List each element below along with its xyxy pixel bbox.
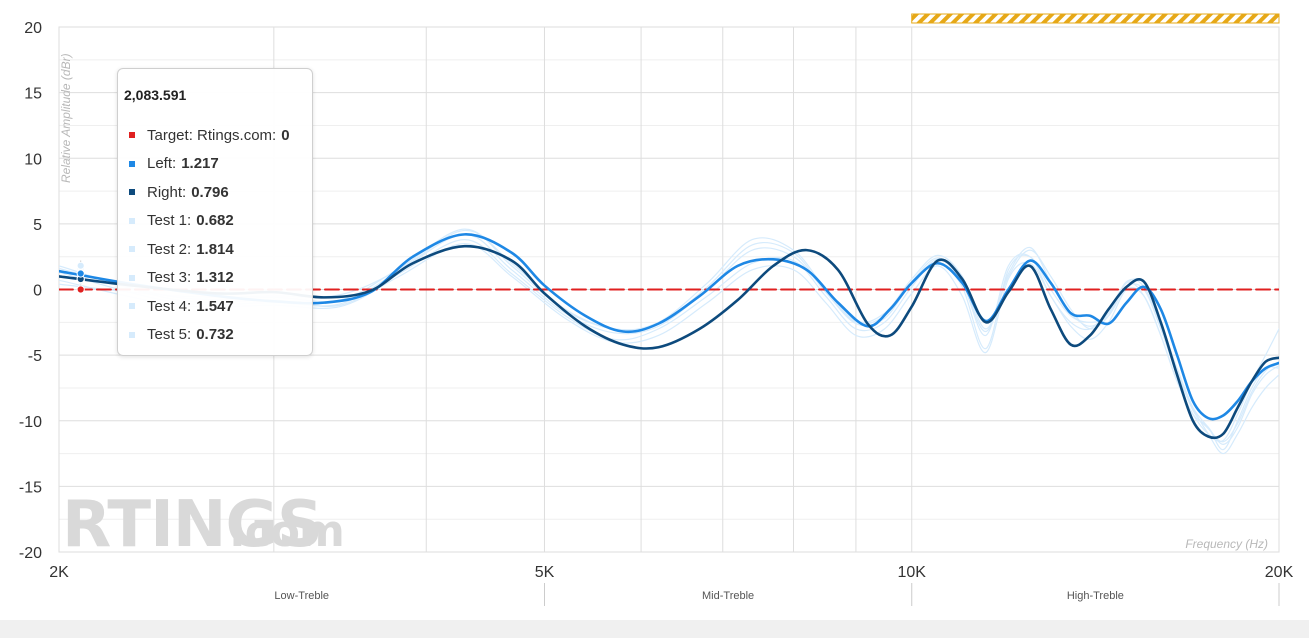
y-tick-label: 15	[24, 86, 42, 103]
legend-swatch	[129, 189, 135, 196]
hatched-region	[911, 13, 1280, 24]
tooltip-series-name: Test 4	[147, 297, 188, 315]
series-line-right	[59, 244, 1279, 440]
x-tick-label: 2K	[49, 564, 69, 581]
legend-swatch	[129, 274, 135, 281]
series-line-left	[59, 233, 1279, 421]
tooltip-row: Test 1:0.682	[124, 207, 312, 236]
x-tick-label: 20K	[1265, 564, 1294, 581]
tooltip-colon: :	[182, 183, 187, 201]
hover-marker	[76, 261, 85, 270]
legend-swatch	[129, 160, 135, 167]
tooltip-colon: :	[172, 155, 177, 173]
y-axis-ticks: 20 15 10 5 0 -5 -10 -15 -20	[19, 20, 42, 562]
band-label: Low-Treble	[274, 590, 329, 602]
tooltip-series-value: 0.732	[196, 326, 234, 344]
x-tick-label: 5K	[535, 564, 555, 581]
tooltip-series-value: 0	[281, 126, 290, 144]
tooltip-series-value: 1.814	[196, 240, 234, 258]
y-tick-label: -20	[19, 545, 42, 562]
y-tick-label: 0	[33, 283, 42, 300]
tooltip-series-name: Test 2	[147, 240, 188, 258]
x-axis-ticks: 2K 5K 10K 20K	[49, 564, 1293, 581]
tooltip-series-name: Left	[147, 155, 173, 173]
tooltip-colon: :	[187, 240, 192, 258]
tooltip-row: Test 3:1.312	[124, 264, 312, 293]
y-tick-label: 5	[33, 217, 42, 234]
tooltip-row: Test 5:0.732	[124, 321, 312, 350]
legend-swatch	[129, 331, 135, 338]
tooltip-series-value: 0.796	[191, 183, 229, 201]
tooltip-series-value: 1.217	[181, 155, 219, 173]
y-tick-label: 20	[24, 20, 42, 37]
legend-swatch	[129, 303, 135, 310]
tooltip-row: Target: Rtings.com:0	[124, 121, 312, 150]
tooltip-series-value: 1.312	[196, 269, 234, 287]
hover-marker	[76, 285, 85, 294]
tooltip-row: Right:0.796	[124, 178, 312, 207]
hatched-bar	[911, 13, 1280, 24]
watermark-suffix: .com	[229, 506, 344, 557]
rtings-watermark: RTINGS .com	[62, 488, 345, 562]
tooltip-series-value: 0.682	[196, 212, 234, 230]
y-axis-label: Relative Amplitude (dBr)	[59, 53, 73, 183]
y-tick-label: -10	[19, 414, 42, 431]
hover-markers	[76, 260, 85, 294]
tooltip-frequency: 2,083.591	[124, 87, 187, 103]
x-axis-label: Frequency (Hz)	[1185, 537, 1268, 551]
band-label: High-Treble	[1067, 590, 1124, 602]
tooltip-series-name: Right	[147, 183, 183, 201]
tooltip-series-name: Test 1	[147, 212, 188, 230]
tooltip-series-name: Test 3	[147, 269, 188, 287]
tooltip-colon: :	[272, 126, 277, 144]
tooltip-colon: :	[187, 297, 192, 315]
tooltip-series-name: Target: Rtings.com	[147, 126, 273, 144]
y-tick-label: -5	[28, 348, 42, 365]
legend-swatch	[129, 132, 135, 139]
tooltip-colon: :	[187, 269, 192, 287]
hover-tooltip: 2,083.591 Target: Rtings.com:0 Left:1.217…	[117, 68, 313, 356]
tooltip-row: Test 2:1.814	[124, 235, 312, 264]
legend-swatch	[129, 217, 135, 224]
tooltip-series-value: 1.547	[196, 297, 234, 315]
tooltip-colon: :	[187, 326, 192, 344]
tooltip-series-name: Test 5	[147, 326, 188, 344]
legend-swatch	[129, 246, 135, 253]
x-tick-label: 10K	[898, 564, 927, 581]
tooltip-colon: :	[187, 212, 192, 230]
watermark-main: RTINGS	[62, 488, 322, 562]
tooltip-row: Test 4:1.547	[124, 292, 312, 321]
tooltip-rows: Target: Rtings.com:0 Left:1.217 Right:0.79…	[124, 121, 312, 349]
y-tick-label: -15	[19, 479, 42, 496]
band-label: Mid-Treble	[702, 590, 754, 602]
footer-bar	[0, 620, 1309, 638]
tooltip-row: Left:1.217	[124, 150, 312, 179]
y-tick-label: 10	[24, 151, 42, 168]
frequency-bands: Low-Treble Mid-Treble High-Treble	[274, 583, 1280, 606]
hover-marker	[76, 269, 85, 278]
